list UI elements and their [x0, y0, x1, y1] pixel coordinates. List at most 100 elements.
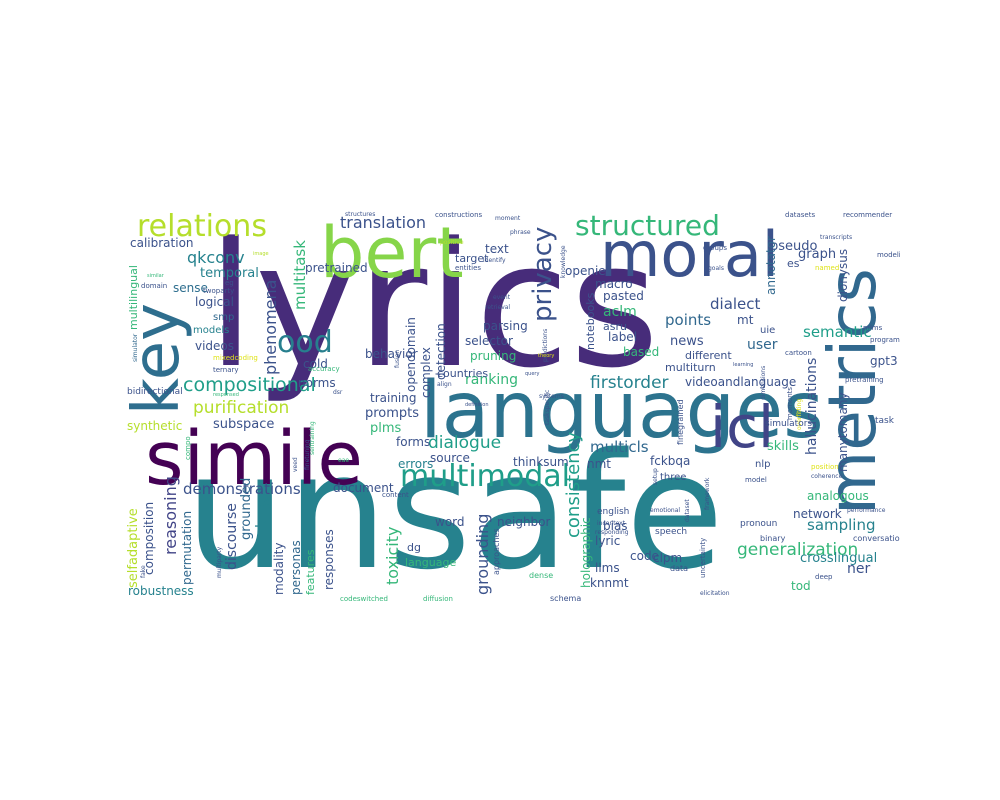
- word-goals: goals: [708, 265, 724, 272]
- word-target: target: [455, 252, 489, 265]
- word-responses: responses: [322, 529, 336, 590]
- word-long: long: [254, 497, 270, 528]
- word-ner: ner: [847, 561, 871, 577]
- word-annotator: annotator: [764, 236, 778, 295]
- word-videos: videos: [195, 339, 235, 353]
- word-pretrained: pretrained: [305, 261, 368, 275]
- word-three: three: [660, 472, 687, 483]
- word-constructions: constructions: [435, 211, 483, 219]
- word-mt: mt: [737, 313, 754, 327]
- word-text: text: [485, 242, 509, 256]
- word-privacy: privacy: [528, 226, 558, 322]
- word-moral: moral: [600, 218, 780, 291]
- word-phrase: phrase: [510, 229, 531, 236]
- word-pasted: pasted: [603, 289, 644, 303]
- word-codeswitched: codeswitched: [340, 595, 388, 603]
- word-positive: positive: [440, 239, 464, 246]
- word-robustness: robustness: [128, 584, 194, 598]
- word-subspace: subspace: [213, 417, 275, 432]
- word-parsing: parsing: [483, 319, 528, 333]
- word-demonstrations: demonstrations: [183, 480, 301, 498]
- word-multilingual: multilingual: [127, 265, 140, 330]
- word-dimensions: dimensions: [760, 365, 767, 400]
- word-hallucinations: hallucinations: [804, 357, 820, 455]
- word-content: content: [382, 491, 409, 499]
- word-dense: dense: [529, 571, 554, 580]
- word-points: points: [665, 311, 712, 329]
- word-uncertainty: uncertainty: [699, 537, 707, 578]
- word-ood: ood: [277, 325, 333, 360]
- word-pseudo: pseudo: [770, 239, 818, 254]
- word-responsed: responsed: [213, 392, 239, 398]
- word-modeling: modeling: [877, 251, 900, 259]
- word-user: user: [747, 337, 778, 353]
- word-bidirectional: bidirectional: [127, 387, 183, 397]
- word-english: english: [597, 507, 630, 517]
- word-systems: systems: [539, 393, 564, 400]
- word-reasoning: reasoning: [161, 476, 180, 555]
- word-model: model: [745, 476, 767, 484]
- word-neighbor: neighbor: [497, 515, 551, 529]
- word-cloud: lyrics unsafe languages simile bert mora…: [125, 210, 900, 605]
- word-deep: deep: [815, 573, 833, 581]
- word-dialogue: dialogue: [428, 433, 502, 453]
- word-purification: purification: [193, 398, 290, 418]
- word-programming: programming: [870, 336, 900, 344]
- word-prompts: prompts: [365, 406, 420, 421]
- word-ternary: ternary: [213, 366, 239, 374]
- word-binary: binary: [760, 534, 786, 543]
- word-framework: framework: [704, 477, 711, 510]
- word-selector: selector: [465, 334, 513, 348]
- word-entities: entities: [455, 264, 482, 272]
- word-uie: uie: [760, 325, 776, 336]
- word-domain: domain: [141, 282, 168, 290]
- word-structures: structures: [345, 211, 376, 218]
- word-holographic: holographic: [579, 517, 593, 588]
- word-toxicity: toxicity: [383, 526, 402, 585]
- word-approaches: approaches: [492, 528, 501, 575]
- word-mixedcoding: mixedcoding: [213, 354, 258, 362]
- word-multitask: multitask: [291, 240, 309, 310]
- word-position: position: [811, 463, 839, 471]
- word-emotional: emotional: [650, 507, 681, 514]
- word-simile: simile: [145, 416, 363, 502]
- word-logical: logical: [195, 295, 234, 309]
- word-image: image: [253, 251, 269, 257]
- word-task: task: [875, 416, 894, 426]
- word-phenomena: phenomena: [261, 279, 280, 375]
- word-named: named: [815, 264, 840, 272]
- word-ranking: ranking: [465, 372, 518, 388]
- word-grounded: grounded: [239, 477, 254, 540]
- word-generalization: generalization: [737, 540, 859, 560]
- word-multiturn: multiturn: [665, 361, 716, 374]
- word-twoparty: twoparty: [203, 287, 235, 295]
- word-languages: languages: [420, 366, 824, 456]
- word-news: news: [670, 334, 704, 349]
- word-pretraining: pretraining: [845, 376, 884, 384]
- word-es: es: [787, 257, 800, 270]
- word-notebooks: notebooks: [584, 292, 597, 350]
- word-lyric: lyric: [595, 534, 621, 548]
- word-compo: compo: [184, 436, 192, 460]
- word-responding: responding: [595, 529, 629, 536]
- word-pruning: pruning: [470, 349, 517, 363]
- word-source: source: [430, 451, 470, 465]
- word-eae: eae: [338, 457, 350, 464]
- word-accuracy: accuracy: [308, 365, 340, 373]
- word-unsafe: unsafe: [185, 418, 724, 605]
- word-different: different: [685, 349, 732, 362]
- word-forms: forms: [396, 435, 431, 449]
- word-synthetic: synthetic: [127, 419, 183, 433]
- word-sense: sense: [173, 281, 208, 295]
- word-firstorder: firstorder: [590, 373, 669, 393]
- word-incontext: incontext: [597, 520, 626, 527]
- word-complex: complex: [419, 347, 433, 398]
- word-schema: schema: [550, 594, 582, 603]
- word-opendomain: opendomain: [404, 317, 418, 392]
- word-eg: eg: [225, 279, 234, 287]
- word-recommender: recommender: [843, 211, 893, 219]
- word-diffusion: diffusion: [423, 595, 453, 603]
- word-aclm: aclm: [603, 304, 637, 320]
- word-bias: bias: [603, 519, 628, 533]
- word-norms: norms: [298, 376, 336, 390]
